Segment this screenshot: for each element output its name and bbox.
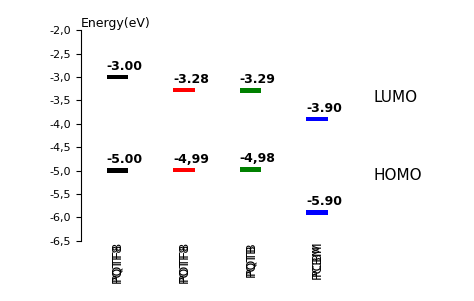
Text: -3.28: -3.28 [173, 73, 209, 86]
Text: -3.00: -3.00 [107, 60, 143, 73]
Text: PQTB: PQTB [244, 243, 257, 277]
FancyBboxPatch shape [240, 88, 261, 93]
Text: -4,99: -4,99 [173, 153, 209, 166]
Text: -3.29: -3.29 [240, 73, 276, 86]
Text: -3.90: -3.90 [307, 102, 342, 115]
Text: POTF8: POTF8 [177, 243, 191, 283]
Text: POTF8: POTF8 [177, 241, 191, 281]
Text: -5.90: -5.90 [307, 195, 343, 209]
FancyBboxPatch shape [107, 168, 128, 173]
FancyBboxPatch shape [307, 210, 328, 215]
Text: -4,98: -4,98 [240, 152, 276, 166]
Text: PCBM: PCBM [310, 243, 324, 279]
Text: Energy(eV): Energy(eV) [81, 17, 150, 30]
FancyBboxPatch shape [107, 75, 128, 79]
FancyBboxPatch shape [240, 167, 261, 172]
Text: PQTF8: PQTF8 [111, 243, 124, 283]
FancyBboxPatch shape [173, 88, 194, 92]
Text: PCBM: PCBM [310, 241, 324, 276]
FancyBboxPatch shape [173, 168, 194, 172]
Text: HOMO: HOMO [374, 168, 422, 183]
Text: LUMO: LUMO [374, 91, 418, 105]
Text: PQTF8: PQTF8 [111, 241, 124, 281]
FancyBboxPatch shape [307, 117, 328, 121]
Text: -5.00: -5.00 [107, 153, 143, 166]
Text: PQTB: PQTB [244, 241, 257, 275]
